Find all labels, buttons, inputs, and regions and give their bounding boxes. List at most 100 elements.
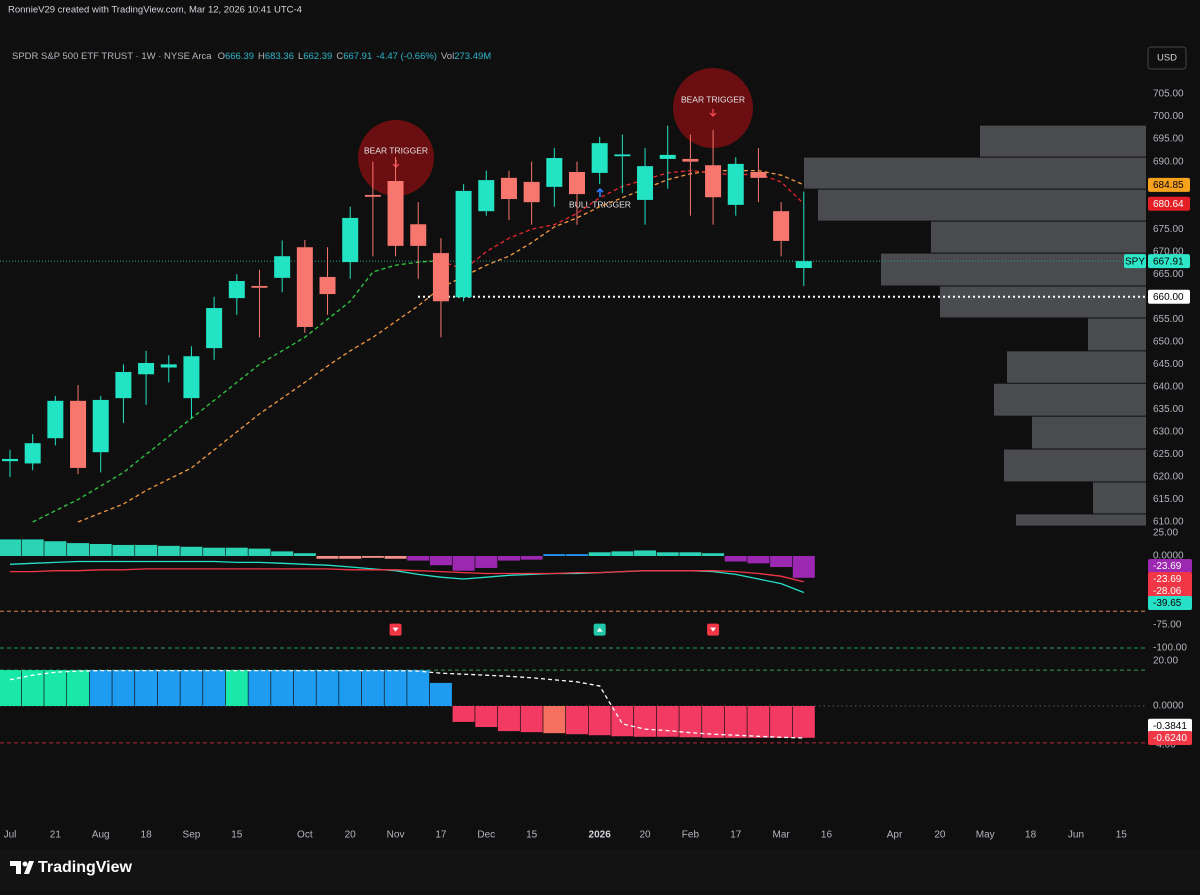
axis-value-badge <box>1148 718 1192 733</box>
axis-value-label: 684.85 <box>1148 177 1190 192</box>
axis-value-badge <box>1148 196 1190 211</box>
volume-profile-bar <box>804 157 1146 189</box>
histogram-bar <box>566 554 588 556</box>
axis-value-badge <box>1148 559 1192 573</box>
symbol-tag: SPY <box>1125 256 1145 267</box>
histogram-bar <box>271 670 294 706</box>
axis-value-badge <box>1148 584 1192 598</box>
histogram-bar <box>89 670 112 706</box>
histogram-bar <box>611 551 634 556</box>
y-tick-label: 635.00 <box>1153 404 1184 415</box>
annotation-arrow <box>596 187 604 197</box>
candle-body <box>274 256 291 278</box>
histogram-bar <box>407 670 430 706</box>
histogram-bar <box>656 706 679 737</box>
histogram-bar <box>225 670 248 706</box>
histogram-bar <box>679 552 702 556</box>
indicator-line <box>10 568 804 583</box>
axis-value-badge <box>1148 572 1192 586</box>
annotation: BEAR TRIGGER <box>681 94 745 104</box>
axis-value-label: 660.00 <box>1148 289 1190 304</box>
histogram-bar <box>679 706 702 738</box>
y-tick-label: -4.00 <box>1153 740 1176 751</box>
axis-value-label: -0.3841 <box>1148 718 1192 733</box>
axis-value-label: -28.06 <box>1148 584 1192 598</box>
histogram-bar <box>407 555 430 561</box>
histogram-bar <box>566 706 588 735</box>
x-tick-label: 18 <box>141 830 153 841</box>
histogram-bar <box>21 539 44 556</box>
y-tick-label: 705.00 <box>1153 89 1184 100</box>
axis-value-text: -23.69 <box>1153 574 1182 585</box>
histogram-bar <box>543 554 566 556</box>
candle-body <box>546 158 563 187</box>
candle-body <box>206 308 223 349</box>
histogram-bar <box>339 670 362 706</box>
histogram-bar <box>248 670 271 706</box>
currency-button[interactable] <box>1147 46 1187 70</box>
histogram-bar <box>747 706 770 738</box>
candle-body <box>319 276 336 295</box>
histogram-bar <box>702 706 725 738</box>
histogram-bar <box>361 555 384 558</box>
signal-arrow <box>596 627 603 632</box>
signal-arrow <box>392 627 399 632</box>
y-tick-label: 650.00 <box>1153 336 1184 347</box>
histogram-bar <box>44 541 67 556</box>
histogram-bar <box>475 706 498 728</box>
volume-profile-bar <box>1093 482 1146 514</box>
axis-value-text: 660.00 <box>1153 292 1184 303</box>
candle-body <box>432 253 449 302</box>
y-tick-label: 645.00 <box>1153 359 1184 370</box>
indicator-line <box>77 169 805 523</box>
y-tick-label: 655.00 <box>1153 314 1184 325</box>
x-tick-label: 20 <box>934 830 946 841</box>
legend-field-label: O <box>218 51 225 62</box>
currency[interactable]: USD <box>1157 53 1177 64</box>
indicator-line <box>9 669 804 739</box>
x-tick-label: 15 <box>526 830 538 841</box>
histogram-bar <box>497 555 520 561</box>
axis-value-text: 680.64 <box>1153 199 1184 210</box>
histogram-bar <box>316 555 339 559</box>
axis-value-badge <box>1148 289 1190 304</box>
histogram-bar <box>0 670 21 706</box>
x-tick-label: 16 <box>821 830 833 841</box>
annotation-arrow <box>709 109 717 117</box>
histogram-bar <box>21 670 44 706</box>
x-tick-label: Sep <box>183 830 201 841</box>
histogram-bar <box>475 555 498 568</box>
volume-profile-bar <box>1088 318 1146 351</box>
y-tick-label: 700.00 <box>1153 111 1184 122</box>
axis-value-text: -23.69 <box>1153 561 1182 572</box>
candle-body <box>2 458 18 462</box>
legend: SPDR S&P 500 ETF TRUST · 1W · NYSE Arca O… <box>12 51 491 62</box>
histogram-bar <box>135 544 158 556</box>
candle-body <box>251 285 268 288</box>
candle-body <box>637 166 654 200</box>
trigger-halo <box>673 68 753 148</box>
histogram-bar <box>339 555 362 559</box>
candle-body <box>342 217 359 263</box>
histogram-bar <box>180 670 203 706</box>
legend-volume-label: Vol <box>441 51 454 62</box>
x-tick-label: May <box>976 830 995 841</box>
histogram-bar <box>452 706 475 722</box>
legend-field-value: 662.39 <box>303 51 332 62</box>
legend-field-label: H <box>258 51 265 62</box>
volume-profile-bar <box>1007 351 1146 383</box>
symbol-tag-badge <box>1124 254 1146 269</box>
axis-value-badge <box>1148 731 1192 745</box>
x-tick-label: Apr <box>887 830 903 841</box>
histogram-bar <box>543 706 566 734</box>
axis-value-text: 667.91 <box>1153 256 1184 267</box>
histogram-bar <box>770 555 793 568</box>
candle-body <box>773 211 790 241</box>
x-tick-label: Jun <box>1068 830 1084 841</box>
candle-body <box>705 165 722 198</box>
x-tick-label: 20 <box>345 830 357 841</box>
x-tick-label: 21 <box>50 830 62 841</box>
legend-field-label: C <box>336 51 343 62</box>
candle-body <box>138 362 155 375</box>
